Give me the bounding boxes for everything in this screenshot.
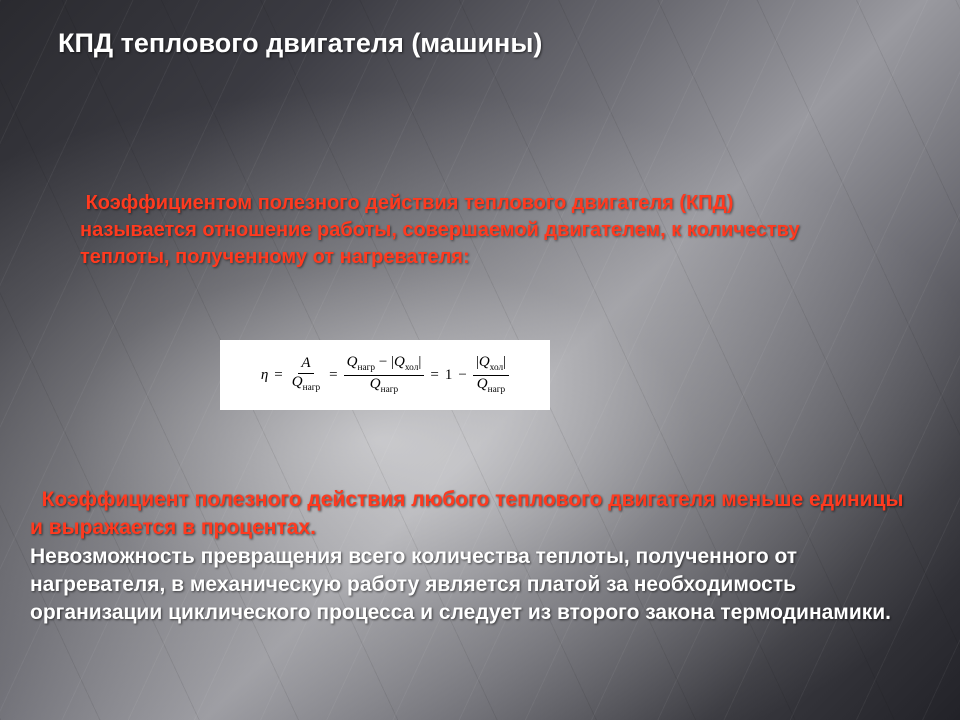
frac-2: Qнагр − |Qхол| Qнагр — [344, 354, 425, 397]
sym-eq-3: = — [430, 367, 438, 384]
definition-paragraph: Коэффициентом полезного действия теплово… — [80, 190, 860, 271]
efficiency-formula: η = A Qнагр = Qнагр − |Qхол| Qнагр = 1 −… — [261, 354, 509, 397]
sym-eta: η — [261, 367, 268, 384]
frac2-den: Qнагр — [367, 376, 401, 397]
slide: КПД теплового двигателя (машины) Коэффиц… — [0, 0, 960, 720]
frac3-num: |Qхол| — [473, 354, 509, 376]
sym-one: 1 — [445, 367, 453, 384]
def-hl-2a: называется — [80, 219, 202, 241]
sym-eq-2: = — [329, 367, 337, 384]
frac3-den: Qнагр — [474, 376, 508, 397]
exp-rest: Невозможность превращения всего количест… — [30, 545, 891, 625]
frac1-den: Qнагр — [289, 374, 323, 395]
frac1-num: A — [298, 355, 313, 374]
frac-1: A Qнагр — [289, 355, 323, 395]
frac2-num: Qнагр − |Qхол| — [344, 354, 425, 376]
sym-minus: − — [458, 367, 466, 384]
explanation-paragraph: Коэффициент полезного действия любого те… — [30, 486, 910, 628]
slide-title: КПД теплового двигателя (машины) — [58, 28, 542, 59]
sym-eq-1: = — [274, 367, 282, 384]
exp-hl: Коэффициент полезного действия любого те… — [30, 488, 903, 539]
def-hl-1: Коэффициентом полезного действия теплово… — [86, 192, 734, 214]
frac-3: |Qхол| Qнагр — [473, 354, 509, 397]
formula-box: η = A Qнагр = Qнагр − |Qхол| Qнагр = 1 −… — [220, 340, 550, 410]
